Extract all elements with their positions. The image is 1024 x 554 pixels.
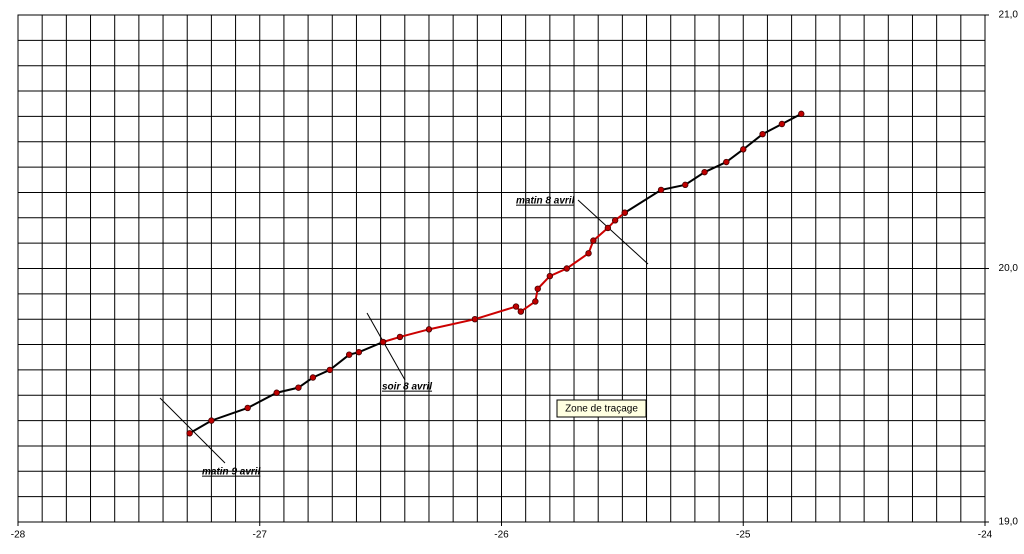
y-tick-label: 21,0 bbox=[999, 10, 1019, 21]
marker bbox=[798, 110, 805, 118]
x-tick-label: -27 bbox=[253, 530, 268, 541]
marker bbox=[512, 303, 520, 310]
track-line bbox=[189, 341, 384, 435]
marker bbox=[682, 181, 689, 189]
marker bbox=[326, 366, 334, 374]
marker bbox=[585, 250, 592, 257]
marker bbox=[396, 333, 404, 341]
marker bbox=[701, 168, 708, 176]
marker bbox=[345, 351, 353, 358]
marker bbox=[740, 146, 747, 153]
x-tick-label: -24 bbox=[978, 530, 993, 541]
tooltip-box bbox=[556, 399, 647, 418]
marker bbox=[517, 308, 525, 315]
marker bbox=[208, 417, 215, 424]
annotation: soir 8 avril bbox=[382, 382, 432, 393]
marker bbox=[611, 217, 619, 224]
y-tick-label: 20,0 bbox=[999, 263, 1019, 274]
tooltip: Zone de traçage bbox=[565, 404, 638, 415]
marker bbox=[546, 272, 554, 280]
annotation-line bbox=[577, 199, 649, 265]
annotation-line bbox=[366, 312, 406, 381]
marker bbox=[379, 338, 387, 346]
marker bbox=[186, 430, 193, 437]
marker bbox=[355, 348, 363, 356]
grid bbox=[17, 14, 986, 523]
annotation: matin 8 avril bbox=[516, 196, 575, 207]
marker bbox=[604, 224, 612, 232]
x-tick-label: -25 bbox=[736, 530, 751, 541]
marker bbox=[621, 209, 628, 216]
marker bbox=[532, 298, 539, 305]
marker bbox=[759, 130, 766, 138]
marker bbox=[244, 404, 251, 412]
annotation: matin 9 avril bbox=[202, 467, 261, 478]
marker bbox=[563, 265, 570, 272]
marker bbox=[723, 158, 730, 166]
marker bbox=[309, 374, 317, 381]
marker bbox=[273, 389, 280, 396]
marker bbox=[590, 237, 597, 244]
x-tick-label: -28 bbox=[11, 530, 26, 541]
marker bbox=[471, 316, 479, 323]
y-tick-label: 19,0 bbox=[999, 517, 1019, 528]
marker bbox=[425, 326, 433, 333]
marker bbox=[778, 120, 786, 128]
marker bbox=[295, 384, 302, 391]
x-tick-label: -26 bbox=[494, 530, 509, 541]
marker bbox=[534, 285, 541, 292]
marker bbox=[657, 186, 665, 194]
